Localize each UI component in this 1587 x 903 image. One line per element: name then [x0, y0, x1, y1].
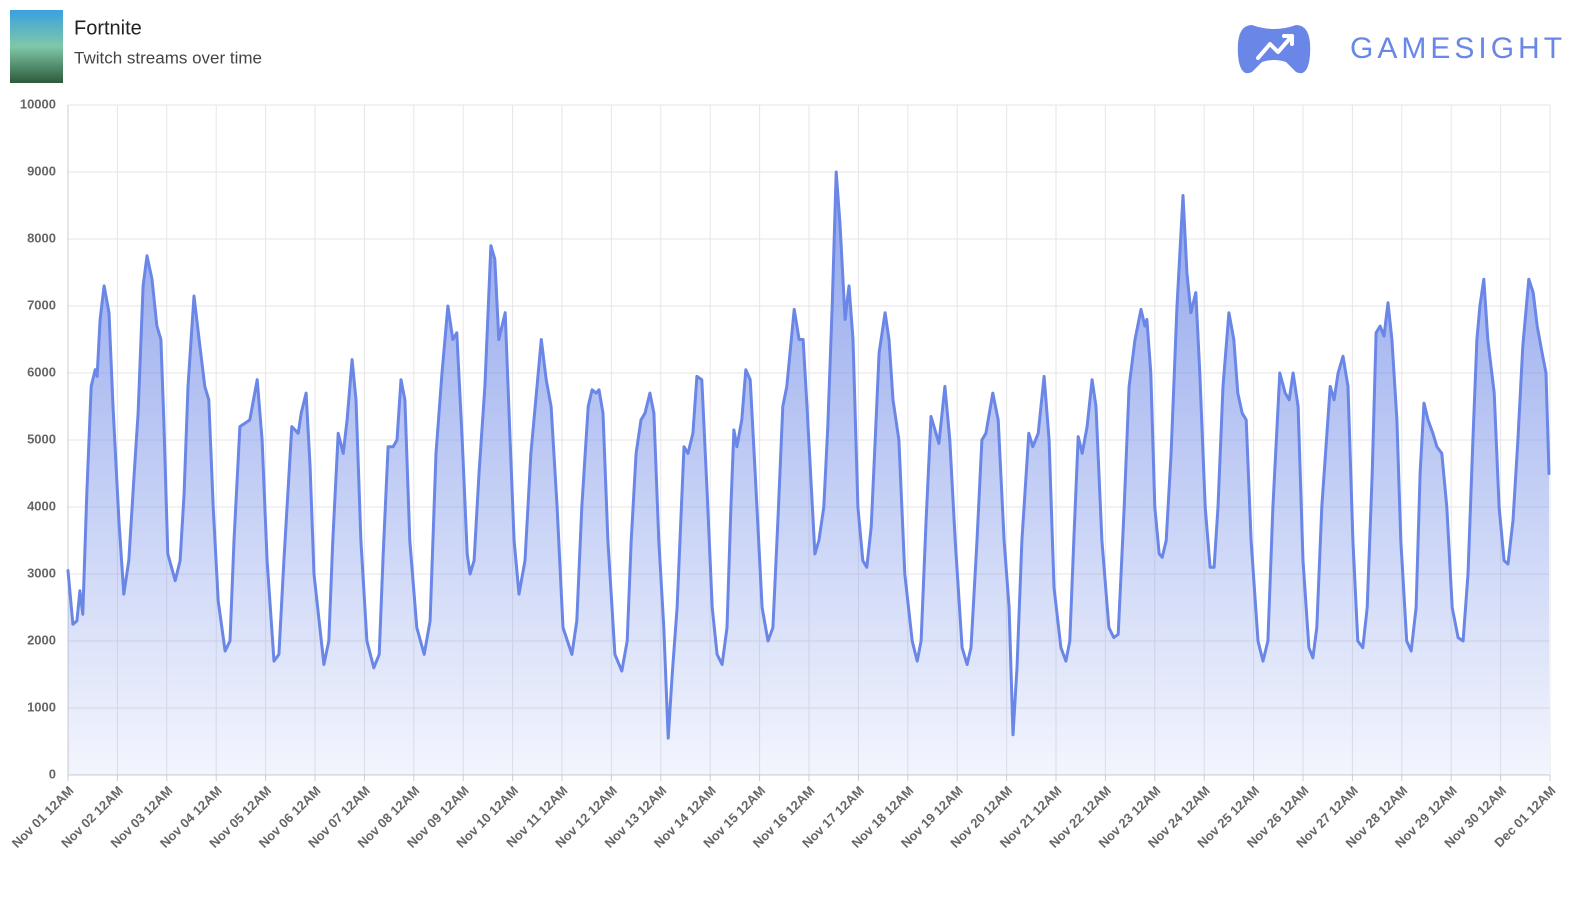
y-tick-label: 3000 [27, 565, 56, 580]
plot: 0 1000 2000 3000 4000 5000 6000 7000 8000 9000 100… [9, 96, 1559, 850]
subtitle: Twitch streams over time [74, 48, 262, 67]
brand-name: GAMESIGHT [1350, 32, 1566, 65]
brand-logo [1237, 25, 1311, 74]
y-tick-label: 0 [49, 766, 56, 781]
line [66, 170, 1551, 740]
y-tick-label: 8000 [27, 230, 56, 245]
title: Fortnite [74, 17, 142, 39]
game-icon [10, 10, 63, 83]
y-tick-label: 6000 [27, 364, 56, 379]
area-fill [68, 172, 1549, 775]
y-tick-label: 9000 [27, 163, 56, 178]
y-tick-label: 2000 [27, 632, 56, 647]
y-tick-label: 10000 [20, 96, 56, 111]
y-tick-label: 7000 [27, 297, 56, 312]
y-tick-label: 5000 [27, 431, 56, 446]
y-tick-label: 1000 [27, 699, 56, 714]
y-tick-label: 4000 [27, 498, 56, 513]
